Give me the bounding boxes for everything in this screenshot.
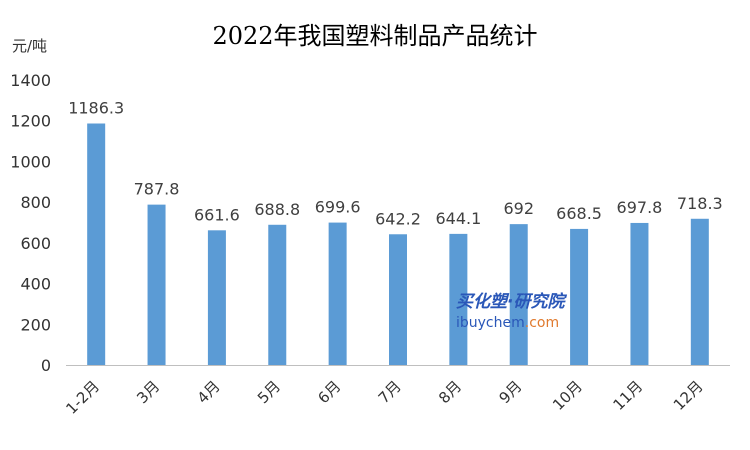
x-tick-label: 7月 bbox=[375, 377, 405, 407]
data-label: 692 bbox=[503, 199, 534, 218]
x-tick-label: 6月 bbox=[314, 377, 344, 407]
data-labels-group: 1186.3 787.8 661.6 688.8 699.6 642.2 644.1 692 6… bbox=[68, 99, 723, 229]
y-tick-label: 600 bbox=[20, 234, 51, 253]
bar bbox=[328, 222, 347, 365]
bar bbox=[690, 218, 709, 365]
data-label: 1186.3 bbox=[68, 99, 124, 118]
y-axis-ticks: 0 200 400 600 800 1000 1200 1400 bbox=[10, 71, 51, 375]
bars-group bbox=[87, 123, 709, 366]
watermark-cn-text: 买化塑·研究院 bbox=[456, 292, 567, 312]
y-tick-label: 1200 bbox=[10, 112, 51, 131]
data-label: 642.2 bbox=[375, 209, 421, 228]
x-tick-label: 11月 bbox=[609, 377, 646, 414]
unit-label: 元/吨 bbox=[12, 37, 47, 55]
watermark: 买化塑·研究院 ibuychem.com bbox=[456, 292, 567, 331]
y-tick-label: 0 bbox=[41, 356, 51, 375]
data-label: 697.8 bbox=[617, 198, 663, 217]
data-label: 699.6 bbox=[315, 198, 361, 217]
data-label: 661.6 bbox=[194, 205, 240, 224]
bar bbox=[389, 234, 407, 365]
data-label: 688.8 bbox=[254, 200, 300, 219]
x-tick-label: 4月 bbox=[194, 377, 224, 407]
bar bbox=[147, 204, 166, 365]
x-tick-label: 8月 bbox=[435, 377, 465, 407]
bar bbox=[449, 233, 468, 365]
y-tick-label: 1400 bbox=[10, 71, 51, 90]
bar bbox=[207, 230, 226, 365]
x-axis-ticks: 1-2月 3月 4月 5月 6月 7月 8月 9月 10月 11月 12月 bbox=[62, 377, 706, 418]
bar bbox=[87, 123, 106, 366]
y-tick-label: 800 bbox=[20, 193, 51, 212]
data-label: 718.3 bbox=[677, 194, 723, 213]
data-label: 668.5 bbox=[556, 204, 602, 223]
y-tick-label: 400 bbox=[20, 275, 51, 294]
bar bbox=[570, 228, 589, 365]
bar bbox=[268, 224, 287, 365]
x-tick-label: 3月 bbox=[133, 377, 163, 407]
x-tick-label: 12月 bbox=[670, 377, 707, 414]
bar bbox=[509, 224, 528, 365]
y-tick-label: 200 bbox=[20, 315, 51, 334]
watermark-en-text: ibuychem.com bbox=[456, 315, 559, 331]
y-tick-label: 1000 bbox=[10, 152, 51, 171]
x-tick-label: 5月 bbox=[254, 377, 284, 407]
x-tick-label: 9月 bbox=[495, 377, 525, 407]
bar bbox=[630, 222, 649, 365]
data-label: 644.1 bbox=[435, 209, 481, 228]
x-tick-label: 1-2月 bbox=[62, 377, 103, 418]
chart-title: 2022年我国塑料制品产品统计 bbox=[212, 22, 537, 50]
data-label: 787.8 bbox=[134, 180, 180, 199]
x-tick-label: 10月 bbox=[549, 377, 586, 414]
watermark-en-main: ibuychem bbox=[456, 315, 525, 331]
watermark-en-suffix: .com bbox=[525, 315, 559, 331]
